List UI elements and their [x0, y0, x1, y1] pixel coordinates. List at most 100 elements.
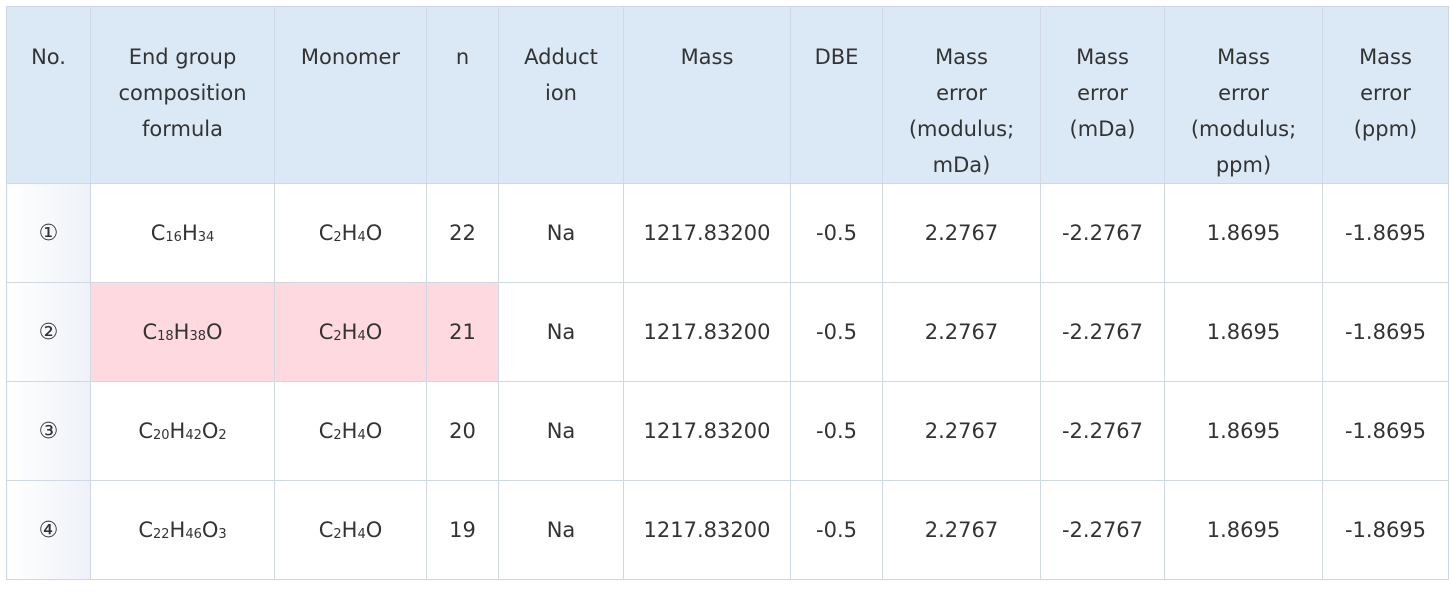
cell-dbe: -0.5	[790, 183, 883, 283]
cell-adduct-ion: Na	[498, 381, 624, 481]
formula-element: O	[365, 221, 383, 245]
cell-mass-error-modulus-mda: 2.2767	[882, 381, 1041, 481]
cell-mass-error-modulus-ppm: 1.8695	[1164, 183, 1323, 283]
formula-subscript: 2	[333, 230, 342, 245]
chemical-formula: C16H34	[151, 221, 215, 245]
formula-element: C	[142, 320, 158, 344]
chemical-formula: C18H38O	[142, 320, 222, 344]
header-adduct-ion-label: Adduct ion	[524, 45, 598, 105]
header-mass-error-modulus-mda: Mass error (modulus; mDa)	[882, 6, 1041, 184]
formula-element: C	[138, 419, 153, 443]
formula-element: C	[318, 419, 334, 443]
header-no: No.	[6, 6, 91, 184]
cell-n: 19	[426, 480, 499, 580]
formula-element: O	[365, 320, 383, 344]
cell-end-group: C16H34	[90, 183, 275, 283]
header-end-group-label: End group composition formula	[118, 45, 247, 141]
formula-element: C	[318, 320, 334, 344]
cell-mass: 1217.83200	[623, 183, 791, 283]
formula-subscript: 34	[197, 230, 215, 245]
results-table: No. End group composition formula Monome…	[6, 6, 1449, 580]
formula-element: C	[138, 518, 153, 542]
formula-subscript: 2	[333, 329, 342, 344]
cell-mass-error-ppm: -1.8695	[1322, 480, 1449, 580]
cell-adduct-ion: Na	[498, 480, 624, 580]
cell-mass: 1217.83200	[623, 282, 791, 382]
header-mass-error-ppm-label: Mass error (ppm)	[1353, 45, 1418, 141]
cell-mass-error-mda: -2.2767	[1040, 282, 1165, 382]
formula-subscript: 4	[357, 329, 366, 344]
cell-no: ①	[6, 183, 91, 283]
cell-mass-error-modulus-mda: 2.2767	[882, 282, 1041, 382]
cell-mass: 1217.83200	[623, 480, 791, 580]
cell-mass-error-modulus-mda: 2.2767	[882, 183, 1041, 283]
header-mass-error-mda: Mass error (mDa)	[1040, 6, 1165, 184]
formula-element: C	[318, 221, 334, 245]
cell-n: 22	[426, 183, 499, 283]
cell-mass-error-modulus-ppm: 1.8695	[1164, 381, 1323, 481]
cell-adduct-ion: Na	[498, 282, 624, 382]
chemical-formula: C22H46O3	[138, 518, 226, 542]
header-monomer: Monomer	[274, 6, 427, 184]
formula-element: C	[318, 518, 334, 542]
formula-element: H	[181, 221, 198, 245]
formula-subscript: 4	[357, 428, 366, 443]
cell-mass-error-ppm: -1.8695	[1322, 381, 1449, 481]
header-end-group: End group composition formula	[90, 6, 275, 184]
table-body: ① C16H34 C2H4O 22 Na 1217.83200 -0.5 2.2767 -2.2…	[6, 183, 1449, 580]
cell-monomer: C2H4O	[274, 381, 427, 481]
header-n-label: n	[455, 45, 470, 69]
table-row: ② C18H38O C2H4O 21 Na 1217.83200 -0.5 2.2767 -2.…	[6, 282, 1449, 382]
formula-element: H	[169, 419, 186, 443]
header-dbe: DBE	[790, 6, 883, 184]
cell-no: ②	[6, 282, 91, 382]
cell-mass-error-mda: -2.2767	[1040, 381, 1165, 481]
formula-element: H	[341, 518, 358, 542]
formula-subscript: 20	[152, 428, 170, 443]
cell-monomer: C2H4O	[274, 282, 427, 382]
cell-dbe: -0.5	[790, 282, 883, 382]
formula-subscript: 22	[152, 527, 170, 542]
cell-adduct-ion: Na	[498, 183, 624, 283]
cell-end-group: C22H46O3	[90, 480, 275, 580]
formula-subscript: 4	[357, 230, 366, 245]
cell-mass: 1217.83200	[623, 381, 791, 481]
formula-element: H	[173, 320, 190, 344]
cell-n: 21	[426, 282, 499, 382]
header-mass: Mass	[623, 6, 791, 184]
formula-element: H	[341, 221, 358, 245]
cell-end-group: C20H42O2	[90, 381, 275, 481]
cell-dbe: -0.5	[790, 381, 883, 481]
header-mass-error-mda-label: Mass error (mDa)	[1069, 45, 1136, 141]
cell-monomer: C2H4O	[274, 183, 427, 283]
cell-mass-error-ppm: -1.8695	[1322, 183, 1449, 283]
cell-mass-error-mda: -2.2767	[1040, 183, 1165, 283]
formula-element: O	[365, 518, 383, 542]
chemical-formula: C20H42O2	[138, 419, 226, 443]
header-mass-error-modulus-ppm: Mass error (modulus; ppm)	[1164, 6, 1323, 184]
cell-mass-error-modulus-ppm: 1.8695	[1164, 480, 1323, 580]
formula-subscript: 3	[218, 527, 227, 542]
chemical-formula: C2H4O	[319, 221, 383, 245]
table-row: ③ C20H42O2 C2H4O 20 Na 1217.83200 -0.5 2.2767 -2…	[6, 381, 1449, 481]
cell-mass-error-ppm: -1.8695	[1322, 282, 1449, 382]
chemical-formula: C2H4O	[319, 518, 383, 542]
cell-mass-error-modulus-mda: 2.2767	[882, 480, 1041, 580]
formula-subscript: 2	[333, 428, 342, 443]
formula-element: H	[341, 320, 358, 344]
formula-element: H	[341, 419, 358, 443]
chemical-formula: C2H4O	[319, 320, 383, 344]
formula-subscript: 38	[189, 329, 207, 344]
formula-subscript: 16	[165, 230, 182, 245]
header-mass-error-modulus-mda-label: Mass error (modulus; mDa)	[908, 45, 1015, 177]
formula-subscript: 18	[157, 329, 174, 344]
cell-mass-error-modulus-ppm: 1.8695	[1164, 282, 1323, 382]
formula-subscript: 2	[218, 428, 227, 443]
formula-element: C	[150, 221, 166, 245]
table-row: ① C16H34 C2H4O 22 Na 1217.83200 -0.5 2.2767 -2.2…	[6, 183, 1449, 283]
header-no-label: No.	[31, 45, 66, 69]
formula-subscript: 46	[185, 527, 202, 542]
table-header: No. End group composition formula Monome…	[6, 6, 1449, 184]
cell-dbe: -0.5	[790, 480, 883, 580]
cell-monomer: C2H4O	[274, 480, 427, 580]
